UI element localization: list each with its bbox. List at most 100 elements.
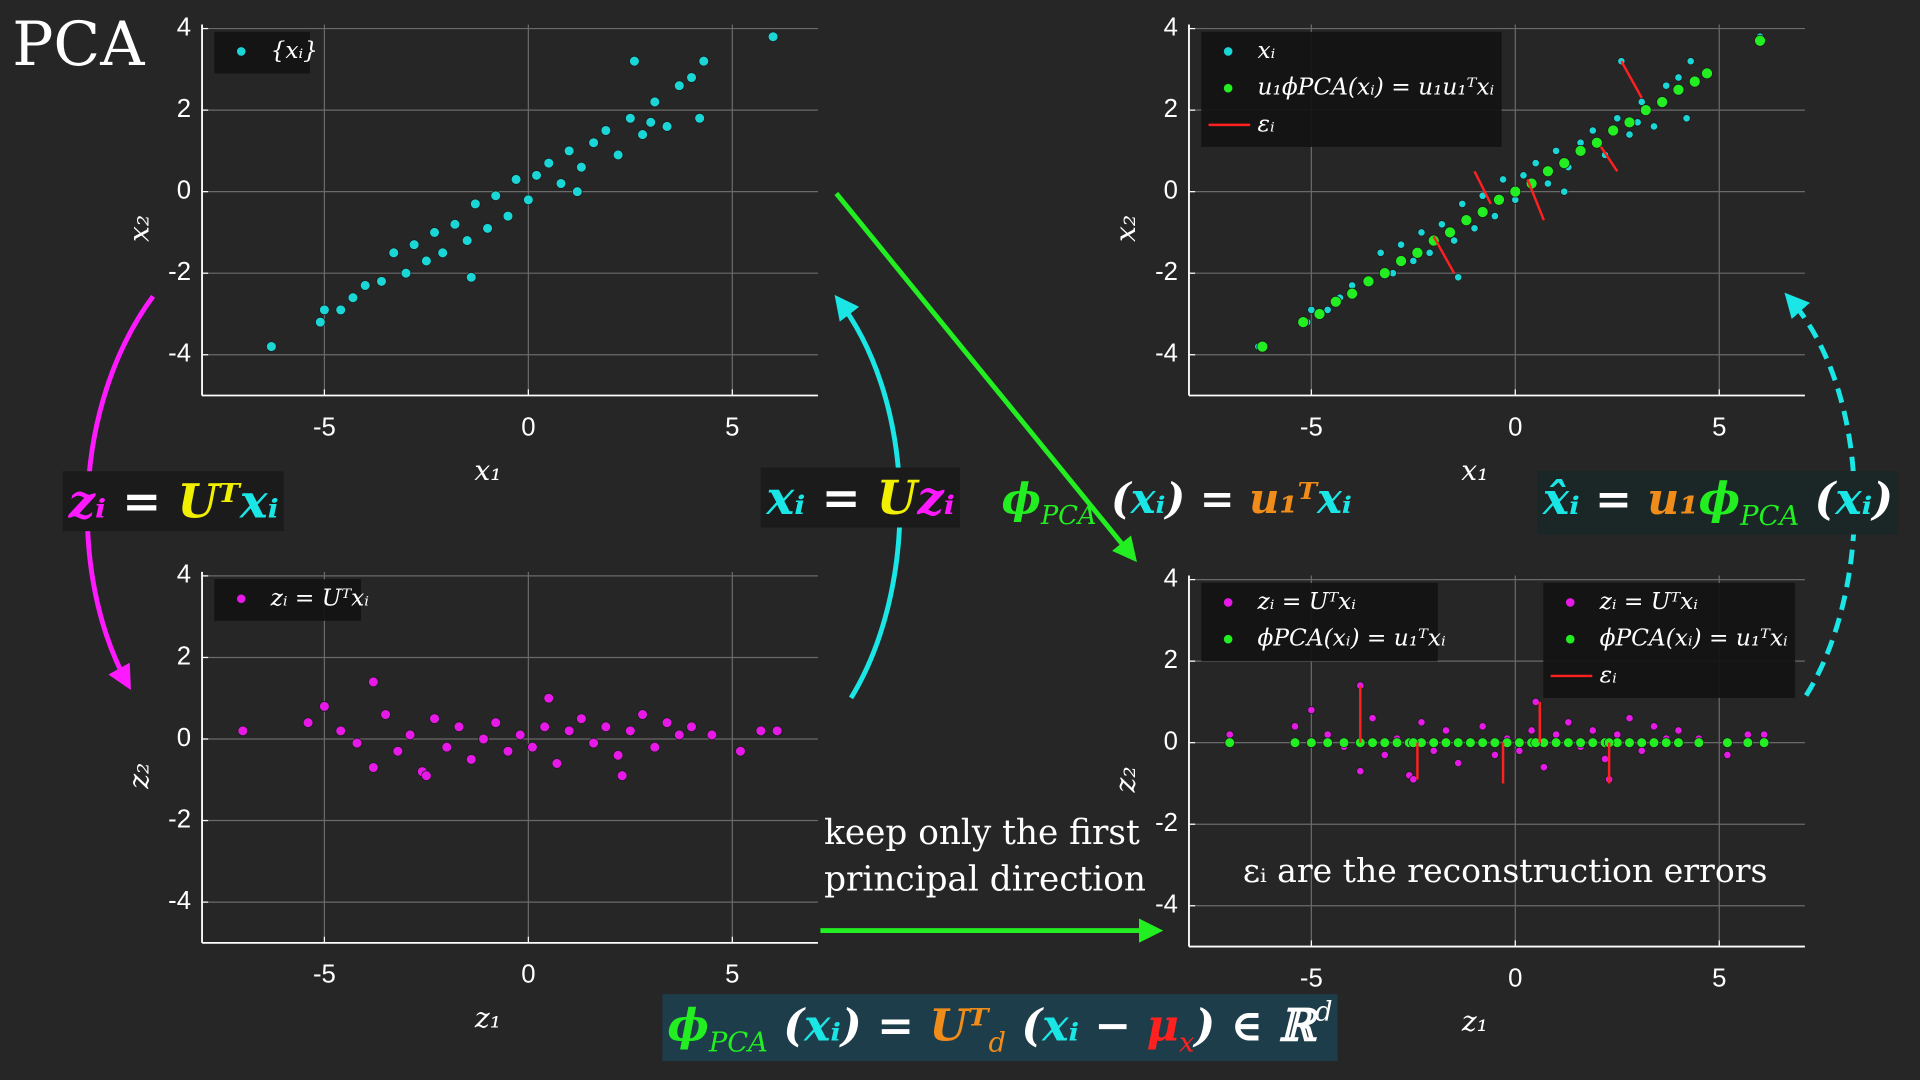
formula-part: x̂ᵢ	[1542, 474, 1580, 525]
point	[1660, 737, 1672, 748]
formula-part: ) =	[1164, 474, 1250, 523]
point	[1656, 96, 1669, 108]
point	[1558, 157, 1571, 169]
point	[1289, 737, 1301, 748]
point	[637, 129, 648, 140]
point	[408, 239, 420, 250]
point	[1397, 240, 1406, 249]
point	[1437, 220, 1446, 229]
point	[1338, 737, 1350, 748]
x-axis-label: z₁	[474, 1002, 501, 1035]
point	[1515, 746, 1524, 755]
point	[661, 717, 673, 728]
point	[576, 161, 587, 173]
formula-background	[760, 467, 960, 528]
point	[1563, 737, 1574, 748]
point	[1637, 97, 1646, 106]
formula-part: u₁ᵀ	[1249, 474, 1319, 523]
point	[543, 157, 555, 169]
point	[429, 713, 440, 724]
point	[302, 717, 314, 728]
legend-box	[1543, 582, 1796, 698]
formula-background	[1536, 471, 1899, 535]
point	[465, 272, 477, 283]
point	[543, 692, 555, 704]
point	[1674, 73, 1683, 82]
point	[555, 178, 567, 189]
note: εᵢ are the reconstruction errors	[1243, 851, 1768, 890]
point	[1362, 275, 1375, 288]
x-axis-label: x₁	[1461, 454, 1488, 487]
point	[400, 267, 412, 279]
point	[1590, 136, 1603, 149]
point	[1624, 737, 1635, 748]
point	[1465, 737, 1476, 748]
formula-part: xᵢ	[1130, 474, 1166, 523]
x-tick-label: 5	[725, 961, 739, 989]
point	[359, 280, 371, 291]
point	[1329, 295, 1342, 308]
legend-box	[1201, 31, 1502, 147]
point	[437, 247, 448, 259]
point	[1476, 206, 1489, 218]
formula: ϕPCA (xᵢ) = Uᵀd (xᵢ − μx) ∈ ℝd	[667, 997, 1332, 1059]
point	[1636, 737, 1648, 748]
point	[1490, 212, 1499, 221]
point	[1458, 199, 1467, 208]
point	[1552, 730, 1561, 739]
point	[616, 770, 628, 781]
point	[1409, 256, 1418, 266]
point	[1531, 697, 1540, 706]
formula-part: =	[1580, 474, 1648, 525]
formula-part: )	[1870, 474, 1893, 525]
point	[1417, 718, 1426, 727]
point	[1701, 67, 1713, 80]
y-tick-label: 4	[1164, 564, 1178, 592]
formula-part: =	[106, 474, 177, 529]
point	[1477, 737, 1488, 748]
y-tick-label: 2	[1164, 95, 1178, 123]
formula-part: U	[877, 470, 920, 525]
point	[1743, 730, 1752, 739]
formula-part: x	[1179, 1028, 1195, 1059]
y-tick-label: 4	[177, 561, 191, 589]
formula-part: =	[805, 470, 876, 525]
y-tick-label: -4	[168, 340, 191, 368]
point	[1742, 737, 1754, 748]
y-tick-label: -2	[1155, 809, 1178, 837]
legend-label: u₁ϕPCA(xᵢ) = u₁u₁ᵀxᵢ	[1258, 74, 1495, 101]
y-tick-label: -4	[1155, 891, 1178, 919]
point	[465, 754, 477, 765]
point	[1322, 737, 1333, 748]
point	[1637, 746, 1646, 755]
point	[237, 725, 249, 737]
x-tick-label: 0	[1508, 413, 1522, 441]
point	[1313, 308, 1326, 320]
point	[1613, 730, 1622, 739]
formula-part: PCA	[1739, 501, 1799, 532]
point	[527, 741, 538, 753]
y-tick-label: -2	[168, 258, 191, 286]
point	[1356, 767, 1365, 776]
legend: zᵢ = Uᵀxᵢ	[214, 579, 369, 621]
point	[1306, 737, 1317, 748]
point	[563, 145, 575, 157]
point	[645, 117, 656, 128]
point	[1346, 287, 1359, 300]
point	[1323, 305, 1332, 314]
point	[1256, 340, 1269, 353]
point	[1478, 722, 1487, 731]
formula-part: PCA	[708, 1028, 768, 1059]
point	[625, 725, 636, 737]
point	[315, 316, 326, 328]
point	[1444, 226, 1456, 239]
note: principal direction	[824, 860, 1146, 900]
formula-part: zᵢ	[68, 474, 107, 529]
legend-label: zᵢ = Uᵀxᵢ	[1599, 588, 1698, 615]
legend-marker	[1223, 634, 1233, 644]
point	[1395, 255, 1407, 267]
point	[1552, 146, 1561, 155]
formula-part: xᵢ	[1316, 474, 1352, 523]
x-tick-label: 0	[521, 961, 535, 989]
point	[1519, 171, 1528, 180]
